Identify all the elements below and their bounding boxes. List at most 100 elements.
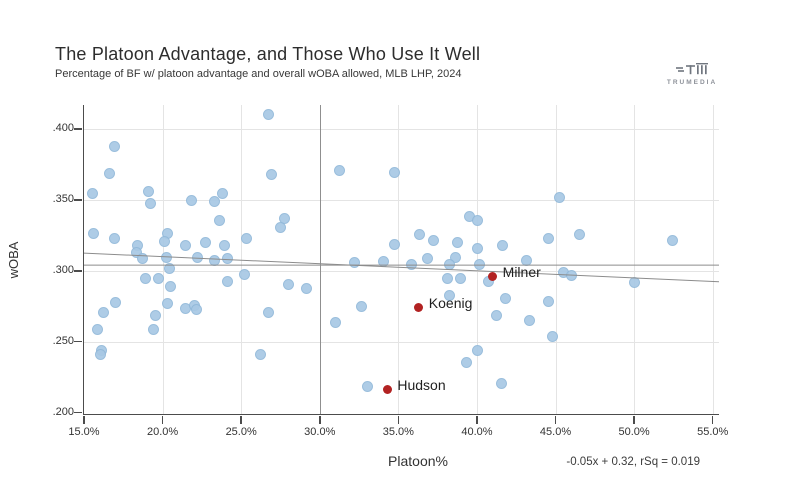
x-axis-tick xyxy=(83,416,85,424)
data-point[interactable] xyxy=(130,247,142,259)
trend-lines xyxy=(83,252,720,283)
data-point[interactable] xyxy=(421,253,433,265)
x-tick-label: 30.0% xyxy=(304,426,336,438)
data-point[interactable] xyxy=(471,214,483,226)
data-point[interactable] xyxy=(94,349,106,361)
trumedia-logo: TRUMEDIA xyxy=(660,62,724,86)
data-point[interactable] xyxy=(190,304,202,316)
x-tick-label: 20.0% xyxy=(146,426,179,438)
point-label-hudson: Hudson xyxy=(397,376,446,393)
x-tick-label: 25.0% xyxy=(225,426,257,438)
data-point[interactable] xyxy=(152,272,164,284)
data-point[interactable] xyxy=(162,298,174,310)
data-point[interactable] xyxy=(500,292,512,304)
highlighted-point-hudson[interactable] xyxy=(382,385,392,395)
data-point[interactable] xyxy=(140,272,152,284)
data-point[interactable] xyxy=(542,295,554,307)
data-point[interactable] xyxy=(149,309,161,321)
data-point[interactable] xyxy=(427,234,439,246)
data-point[interactable] xyxy=(283,278,295,290)
data-point[interactable] xyxy=(542,233,554,245)
data-point[interactable] xyxy=(145,197,156,209)
highlighted-point-milner[interactable] xyxy=(488,272,498,281)
data-point[interactable] xyxy=(163,263,175,274)
data-point[interactable] xyxy=(523,315,535,327)
data-point[interactable] xyxy=(88,227,100,239)
data-point[interactable] xyxy=(222,253,234,265)
trumedia-logo-text: TRUMEDIA xyxy=(666,79,718,86)
y-tick-label: .300 xyxy=(52,263,74,276)
data-point[interactable] xyxy=(490,309,502,321)
data-point[interactable] xyxy=(497,240,509,252)
data-point[interactable] xyxy=(454,272,466,284)
data-point[interactable] xyxy=(471,243,483,255)
data-point[interactable] xyxy=(300,282,312,294)
data-point[interactable] xyxy=(159,236,171,248)
data-point[interactable] xyxy=(165,281,177,293)
data-point[interactable] xyxy=(148,323,160,335)
x-axis-title: Platoon% xyxy=(388,453,448,469)
data-point[interactable] xyxy=(330,316,342,328)
data-point[interactable] xyxy=(266,169,278,181)
data-point[interactable] xyxy=(91,323,103,335)
x-tick-label: 50.0% xyxy=(618,426,650,438)
y-axis-tick xyxy=(74,270,82,272)
data-point[interactable] xyxy=(108,233,120,245)
data-point[interactable] xyxy=(97,306,109,318)
data-point[interactable] xyxy=(349,257,361,269)
data-point[interactable] xyxy=(495,377,507,389)
data-point[interactable] xyxy=(574,228,586,240)
data-point[interactable] xyxy=(104,168,116,180)
data-point[interactable] xyxy=(355,301,367,313)
data-point[interactable] xyxy=(86,187,98,199)
x-axis-tick xyxy=(476,416,478,424)
gridline-vertical xyxy=(398,105,400,414)
data-point[interactable] xyxy=(255,349,267,361)
data-point[interactable] xyxy=(553,192,565,204)
data-point[interactable] xyxy=(388,238,400,250)
data-point[interactable] xyxy=(185,194,197,206)
highlighted-point-koenig[interactable] xyxy=(414,303,424,313)
data-point[interactable] xyxy=(333,165,345,177)
data-point[interactable] xyxy=(443,289,455,301)
data-point[interactable] xyxy=(222,275,234,287)
data-point[interactable] xyxy=(209,196,221,208)
data-point[interactable] xyxy=(388,166,400,178)
data-point[interactable] xyxy=(179,240,191,252)
data-point[interactable] xyxy=(449,251,461,263)
data-point[interactable] xyxy=(192,251,204,263)
data-point[interactable] xyxy=(200,237,212,249)
data-point[interactable] xyxy=(666,234,678,246)
data-point[interactable] xyxy=(471,345,483,357)
gridline-vertical xyxy=(555,105,557,414)
x-tick-label: 40.0% xyxy=(461,426,493,438)
x-axis-tick xyxy=(319,416,321,424)
data-point[interactable] xyxy=(214,214,226,226)
data-point[interactable] xyxy=(143,186,155,198)
x-axis-tick xyxy=(161,416,164,424)
data-point[interactable] xyxy=(460,356,472,368)
data-point[interactable] xyxy=(275,221,287,233)
data-point[interactable] xyxy=(413,228,425,240)
data-point[interactable] xyxy=(547,331,559,343)
data-point[interactable] xyxy=(262,306,274,318)
data-point[interactable] xyxy=(218,240,230,252)
regression-annotation: -0.05x + 0.32, rSq = 0.019 xyxy=(566,456,700,468)
data-point[interactable] xyxy=(473,258,485,270)
x-axis-tick xyxy=(554,416,557,424)
data-point[interactable] xyxy=(361,380,373,392)
data-point[interactable] xyxy=(239,268,251,280)
data-point[interactable] xyxy=(405,258,417,270)
data-point[interactable] xyxy=(137,253,149,265)
x-axis-tick xyxy=(633,416,635,424)
y-axis-tick xyxy=(74,128,82,130)
data-point[interactable] xyxy=(451,237,463,249)
x-axis-tick xyxy=(711,416,714,424)
data-point[interactable] xyxy=(110,297,122,309)
data-point[interactable] xyxy=(217,187,229,199)
data-point[interactable] xyxy=(240,233,252,245)
data-point[interactable] xyxy=(442,272,454,284)
page-title: The Platoon Advantage, and Those Who Use… xyxy=(55,44,481,64)
data-point[interactable] xyxy=(108,141,120,153)
data-point[interactable] xyxy=(262,108,274,120)
